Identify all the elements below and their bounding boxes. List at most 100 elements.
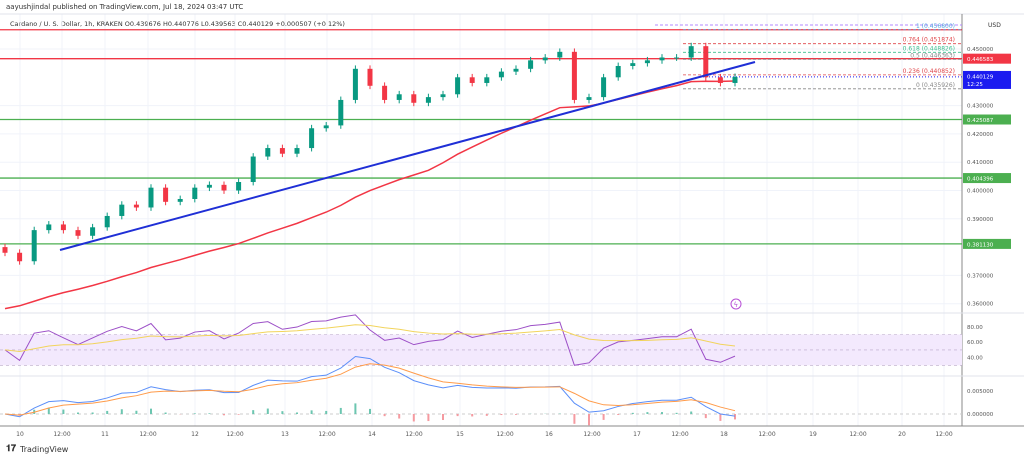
current-price-label: 0.440129 xyxy=(967,74,994,80)
horizontal-levels: 0.446583 0.425087 0.404396 0.381130 0.440129… xyxy=(0,29,1011,249)
macd-histogram-bar xyxy=(47,407,50,414)
macd-histogram-bar xyxy=(631,412,634,414)
price-tick-label: 0.410000 xyxy=(967,160,994,166)
candle-body xyxy=(119,204,125,216)
lightning-glyph: ϟ xyxy=(734,301,739,309)
rsi-ma-line xyxy=(4,324,736,352)
support-price-tag xyxy=(963,238,1011,249)
candle-body xyxy=(60,224,66,231)
macd-tick-label: 0.005000 xyxy=(967,389,994,395)
tradingview-logo[interactable]: 𝟏𝟕 TradingView xyxy=(6,444,68,454)
time-tick-label: 20 xyxy=(898,431,906,438)
support-price-tag xyxy=(963,173,1011,184)
publisher-line: aayushjindal published on TradingView.co… xyxy=(6,3,244,11)
time-tick-label: 12:00 xyxy=(849,431,866,438)
candle-body xyxy=(717,77,723,83)
candle-body xyxy=(586,97,592,100)
macd-histogram-bar xyxy=(106,410,109,414)
candle-body xyxy=(148,187,154,208)
time-tick-label: 19 xyxy=(809,431,817,438)
time-tick-label: 11 xyxy=(101,431,109,438)
trendline: ϟ xyxy=(59,61,756,310)
ascending-trendline xyxy=(59,61,756,251)
candle-body xyxy=(542,57,548,61)
candle-body xyxy=(455,77,461,95)
price-tick-label: 0.430000 xyxy=(967,104,994,110)
candle-body xyxy=(265,148,271,157)
candle-body xyxy=(31,230,37,262)
candle-body xyxy=(615,65,621,78)
candle-body xyxy=(498,71,504,78)
candle-body xyxy=(411,94,417,103)
time-tick-label: 12:00 xyxy=(139,431,156,438)
symbol-legend: Cardano / U. S. Dollar, 1h, KRAKEN O0.43… xyxy=(10,20,345,28)
macd-line xyxy=(4,355,736,418)
support-price-label: 0.425087 xyxy=(967,118,994,124)
macd-histogram-bar xyxy=(62,409,65,414)
moving-average-line xyxy=(4,80,736,310)
macd-histogram-bar xyxy=(485,414,488,416)
candle-body xyxy=(192,187,198,199)
candle-body xyxy=(396,94,402,100)
macd-histogram-bar xyxy=(150,408,152,414)
time-tick-label: 12:00 xyxy=(405,431,422,438)
macd-histogram-bar xyxy=(704,414,707,419)
candle-body xyxy=(309,128,315,149)
candles xyxy=(2,42,738,265)
currency-label: USD xyxy=(988,22,1001,29)
macd-histogram-bar xyxy=(646,412,649,414)
macd-histogram-bar xyxy=(339,407,342,414)
time-tick-label: 14 xyxy=(368,431,376,438)
macd-histogram-bar xyxy=(588,414,590,426)
time-tick-label: 12:00 xyxy=(758,431,775,438)
support-price-label: 0.404396 xyxy=(967,177,994,183)
candle-body xyxy=(469,77,475,83)
candle-body xyxy=(513,68,519,72)
resistance-price-label: 0.446583 xyxy=(967,57,994,63)
macd-histogram-bar xyxy=(325,410,328,414)
price-axis: USD 0.450000 0.430000 0.420000 0.410000 0.400… xyxy=(967,22,1001,308)
time-tick-label: 12:00 xyxy=(671,431,688,438)
price-tick-label: 0.390000 xyxy=(967,217,994,223)
resistance-price-tag xyxy=(963,53,1011,64)
candle-body xyxy=(352,68,358,100)
countdown-label: 12:25 xyxy=(967,82,983,88)
macd-histogram-bar xyxy=(515,414,517,415)
candle-body xyxy=(133,204,139,208)
candle-body xyxy=(90,227,96,236)
candle-body xyxy=(46,224,52,231)
candle-body xyxy=(2,247,8,253)
rsi-tick-label: 60.00 xyxy=(967,340,983,346)
fib-level-label: 0.618 (0.448826) xyxy=(903,45,955,52)
rsi-line xyxy=(4,314,736,366)
macd-histogram-bar xyxy=(91,412,94,414)
macd-histogram-bar xyxy=(661,412,663,414)
candle-body xyxy=(206,184,212,188)
support-price-tag xyxy=(963,114,1011,125)
candle-body xyxy=(236,182,242,191)
lightning-icon xyxy=(730,298,742,310)
macd-histogram-bar xyxy=(208,413,211,414)
candle-body xyxy=(279,148,285,154)
macd-histogram-bar xyxy=(369,408,371,414)
price-tick-label: 0.370000 xyxy=(967,273,994,279)
fib-level-label: 0.5 (0.446363) xyxy=(910,52,955,59)
candle-body xyxy=(221,184,227,191)
candle-body xyxy=(484,77,490,83)
macd-histogram-bar xyxy=(223,414,225,416)
macd-histogram-bar xyxy=(442,414,444,421)
time-tick-label: 12:00 xyxy=(318,431,335,438)
macd-histogram-bar xyxy=(398,414,401,419)
candle-body xyxy=(571,51,577,100)
macd-histogram-bar xyxy=(354,403,357,414)
candle-body xyxy=(338,99,344,126)
time-tick-label: 12:00 xyxy=(496,431,513,438)
macd-histogram-bar xyxy=(471,414,474,417)
macd-histogram-bar xyxy=(135,410,138,414)
macd-histogram-bar xyxy=(252,410,255,414)
fib-level-label: 0.236 (0.440852) xyxy=(903,68,955,75)
macd-histogram-bar xyxy=(266,408,269,414)
brand-name: TradingView xyxy=(20,444,69,454)
time-axis: 10 12:00 11 12:00 12 12:00 13 12:00 14 12:00 15 12:… xyxy=(16,431,953,438)
